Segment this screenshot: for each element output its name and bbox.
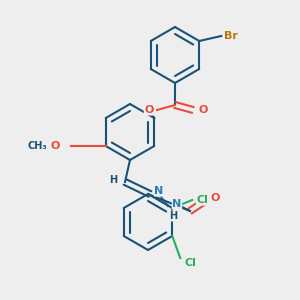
Text: O: O — [50, 141, 59, 151]
Text: Br: Br — [224, 31, 238, 41]
Text: O: O — [198, 105, 208, 115]
Text: H: H — [169, 211, 177, 221]
Text: H: H — [109, 175, 117, 185]
Text: N: N — [172, 199, 182, 209]
Text: O: O — [144, 105, 154, 115]
Text: O: O — [210, 193, 220, 203]
Text: N: N — [154, 186, 164, 196]
Text: Cl: Cl — [196, 195, 208, 205]
Text: CH₃: CH₃ — [28, 141, 48, 151]
Text: Cl: Cl — [184, 258, 196, 268]
